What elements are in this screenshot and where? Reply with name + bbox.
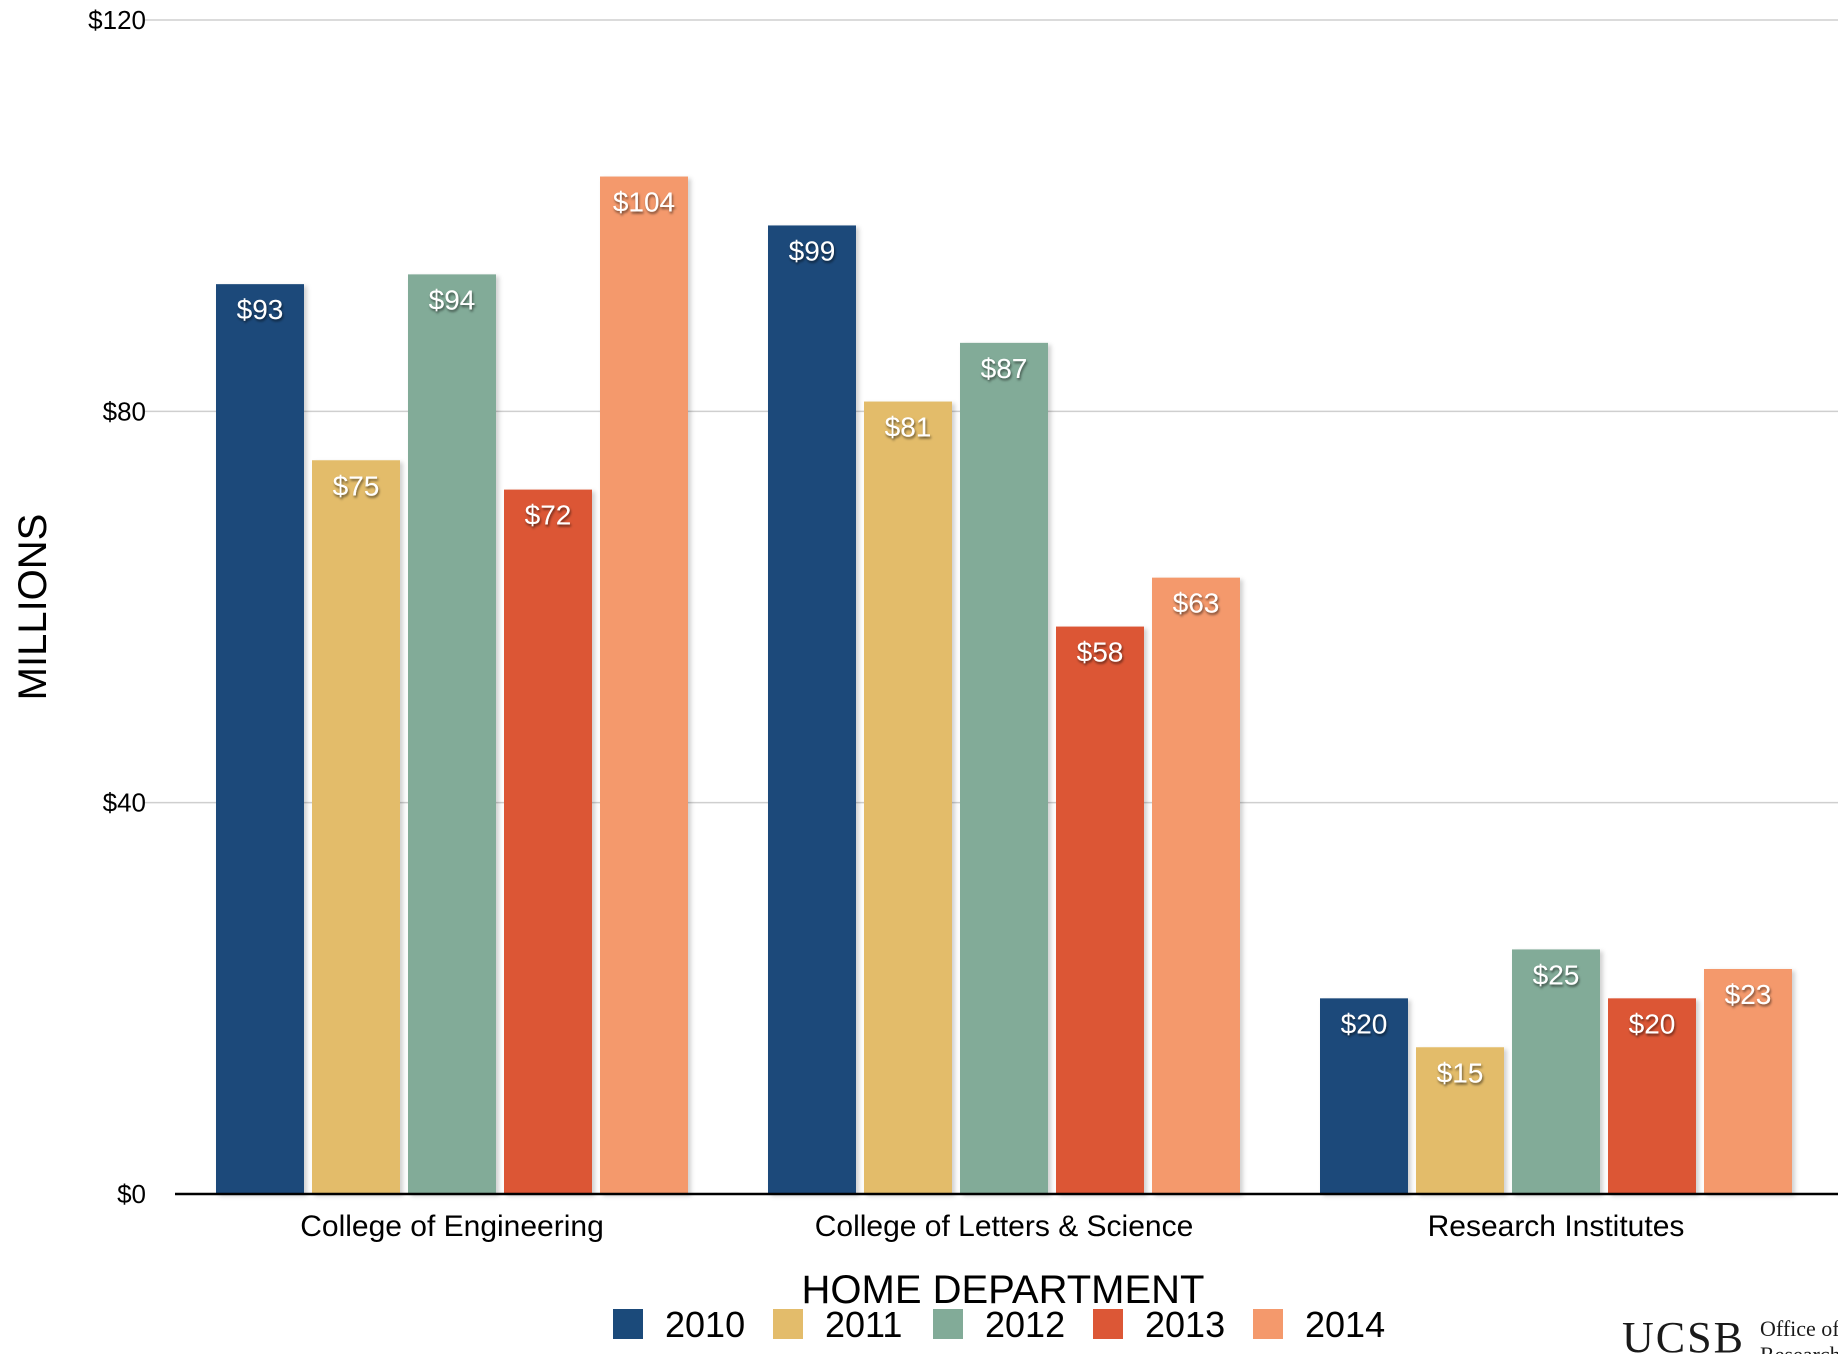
bar-2014-0 [600,176,688,1195]
data-label: $58 [1077,637,1124,668]
y-axis-ticks: $0 $40 $80 $120 [88,5,146,1209]
data-label: $94 [429,284,476,315]
data-labels: $93 $75 $94 $72 $104 $99 $81 $87 $58 $63 $20 $15 $25… [237,187,1772,1089]
y-axis-title: MILLIONS [11,514,55,701]
category-label: College of Engineering [300,1210,604,1243]
bar-2013-0 [504,489,592,1195]
data-label: $75 [333,470,380,501]
legend-swatch-2013 [1093,1309,1123,1339]
data-label: $23 [1725,979,1772,1010]
legend-swatch-2011 [773,1309,803,1339]
bar-2014-2 [1704,968,1792,1194]
bar-2011-1 [864,401,952,1194]
bar-2013-1 [1056,626,1144,1194]
legend-swatch-2010 [613,1309,643,1339]
legend-label-2013: 2013 [1145,1304,1225,1345]
legend-label-2014: 2014 [1305,1304,1385,1345]
bar-2014-1 [1152,577,1240,1194]
bar-2012-1 [960,342,1048,1195]
data-label: $25 [1533,959,1580,990]
legend: 2010 2011 2012 2013 2014 [613,1304,1385,1345]
legend-label-2010: 2010 [665,1304,745,1345]
y-tick-label: $120 [88,5,146,35]
bar-2010-0 [216,284,304,1194]
y-tick-label: $40 [103,788,146,818]
data-label: $63 [1173,588,1220,619]
ucsb-logo: UCSB Office of Research [1622,1313,1838,1354]
bar-2011-0 [312,460,400,1194]
bar-2011-2 [1416,1047,1504,1194]
bars [216,176,1792,1195]
bar-2012-0 [408,274,496,1194]
data-label: $93 [237,294,284,325]
data-label: $99 [789,235,836,266]
data-label: $81 [885,412,932,443]
legend-swatch-2012 [933,1309,963,1339]
category-label: College of Letters & Science [815,1210,1194,1243]
logo-main-text: UCSB [1622,1313,1745,1354]
data-label: $20 [1629,1008,1676,1039]
legend-swatch-2014 [1253,1309,1283,1339]
legend-label-2011: 2011 [825,1304,902,1345]
data-label: $20 [1341,1008,1388,1039]
data-label: $15 [1437,1057,1484,1088]
category-labels: College of Engineering College of Letters… [300,1210,1684,1243]
y-tick-label: $80 [103,396,146,426]
x-axis-title: HOME DEPARTMENT [802,1268,1205,1312]
bar-2012-2 [1512,949,1600,1194]
bar-2010-2 [1320,998,1408,1194]
y-tick-label: $0 [117,1179,146,1209]
bar-2013-2 [1608,998,1696,1194]
data-label: $87 [981,353,1028,384]
category-label: Research Institutes [1428,1210,1685,1243]
legend-label-2012: 2012 [985,1304,1065,1345]
logo-sub-text-2: Research [1760,1342,1838,1354]
data-label: $72 [525,500,572,531]
logo-sub-text-1: Office of [1760,1316,1838,1341]
data-label: $104 [613,187,675,218]
bar-2010-1 [768,225,856,1194]
